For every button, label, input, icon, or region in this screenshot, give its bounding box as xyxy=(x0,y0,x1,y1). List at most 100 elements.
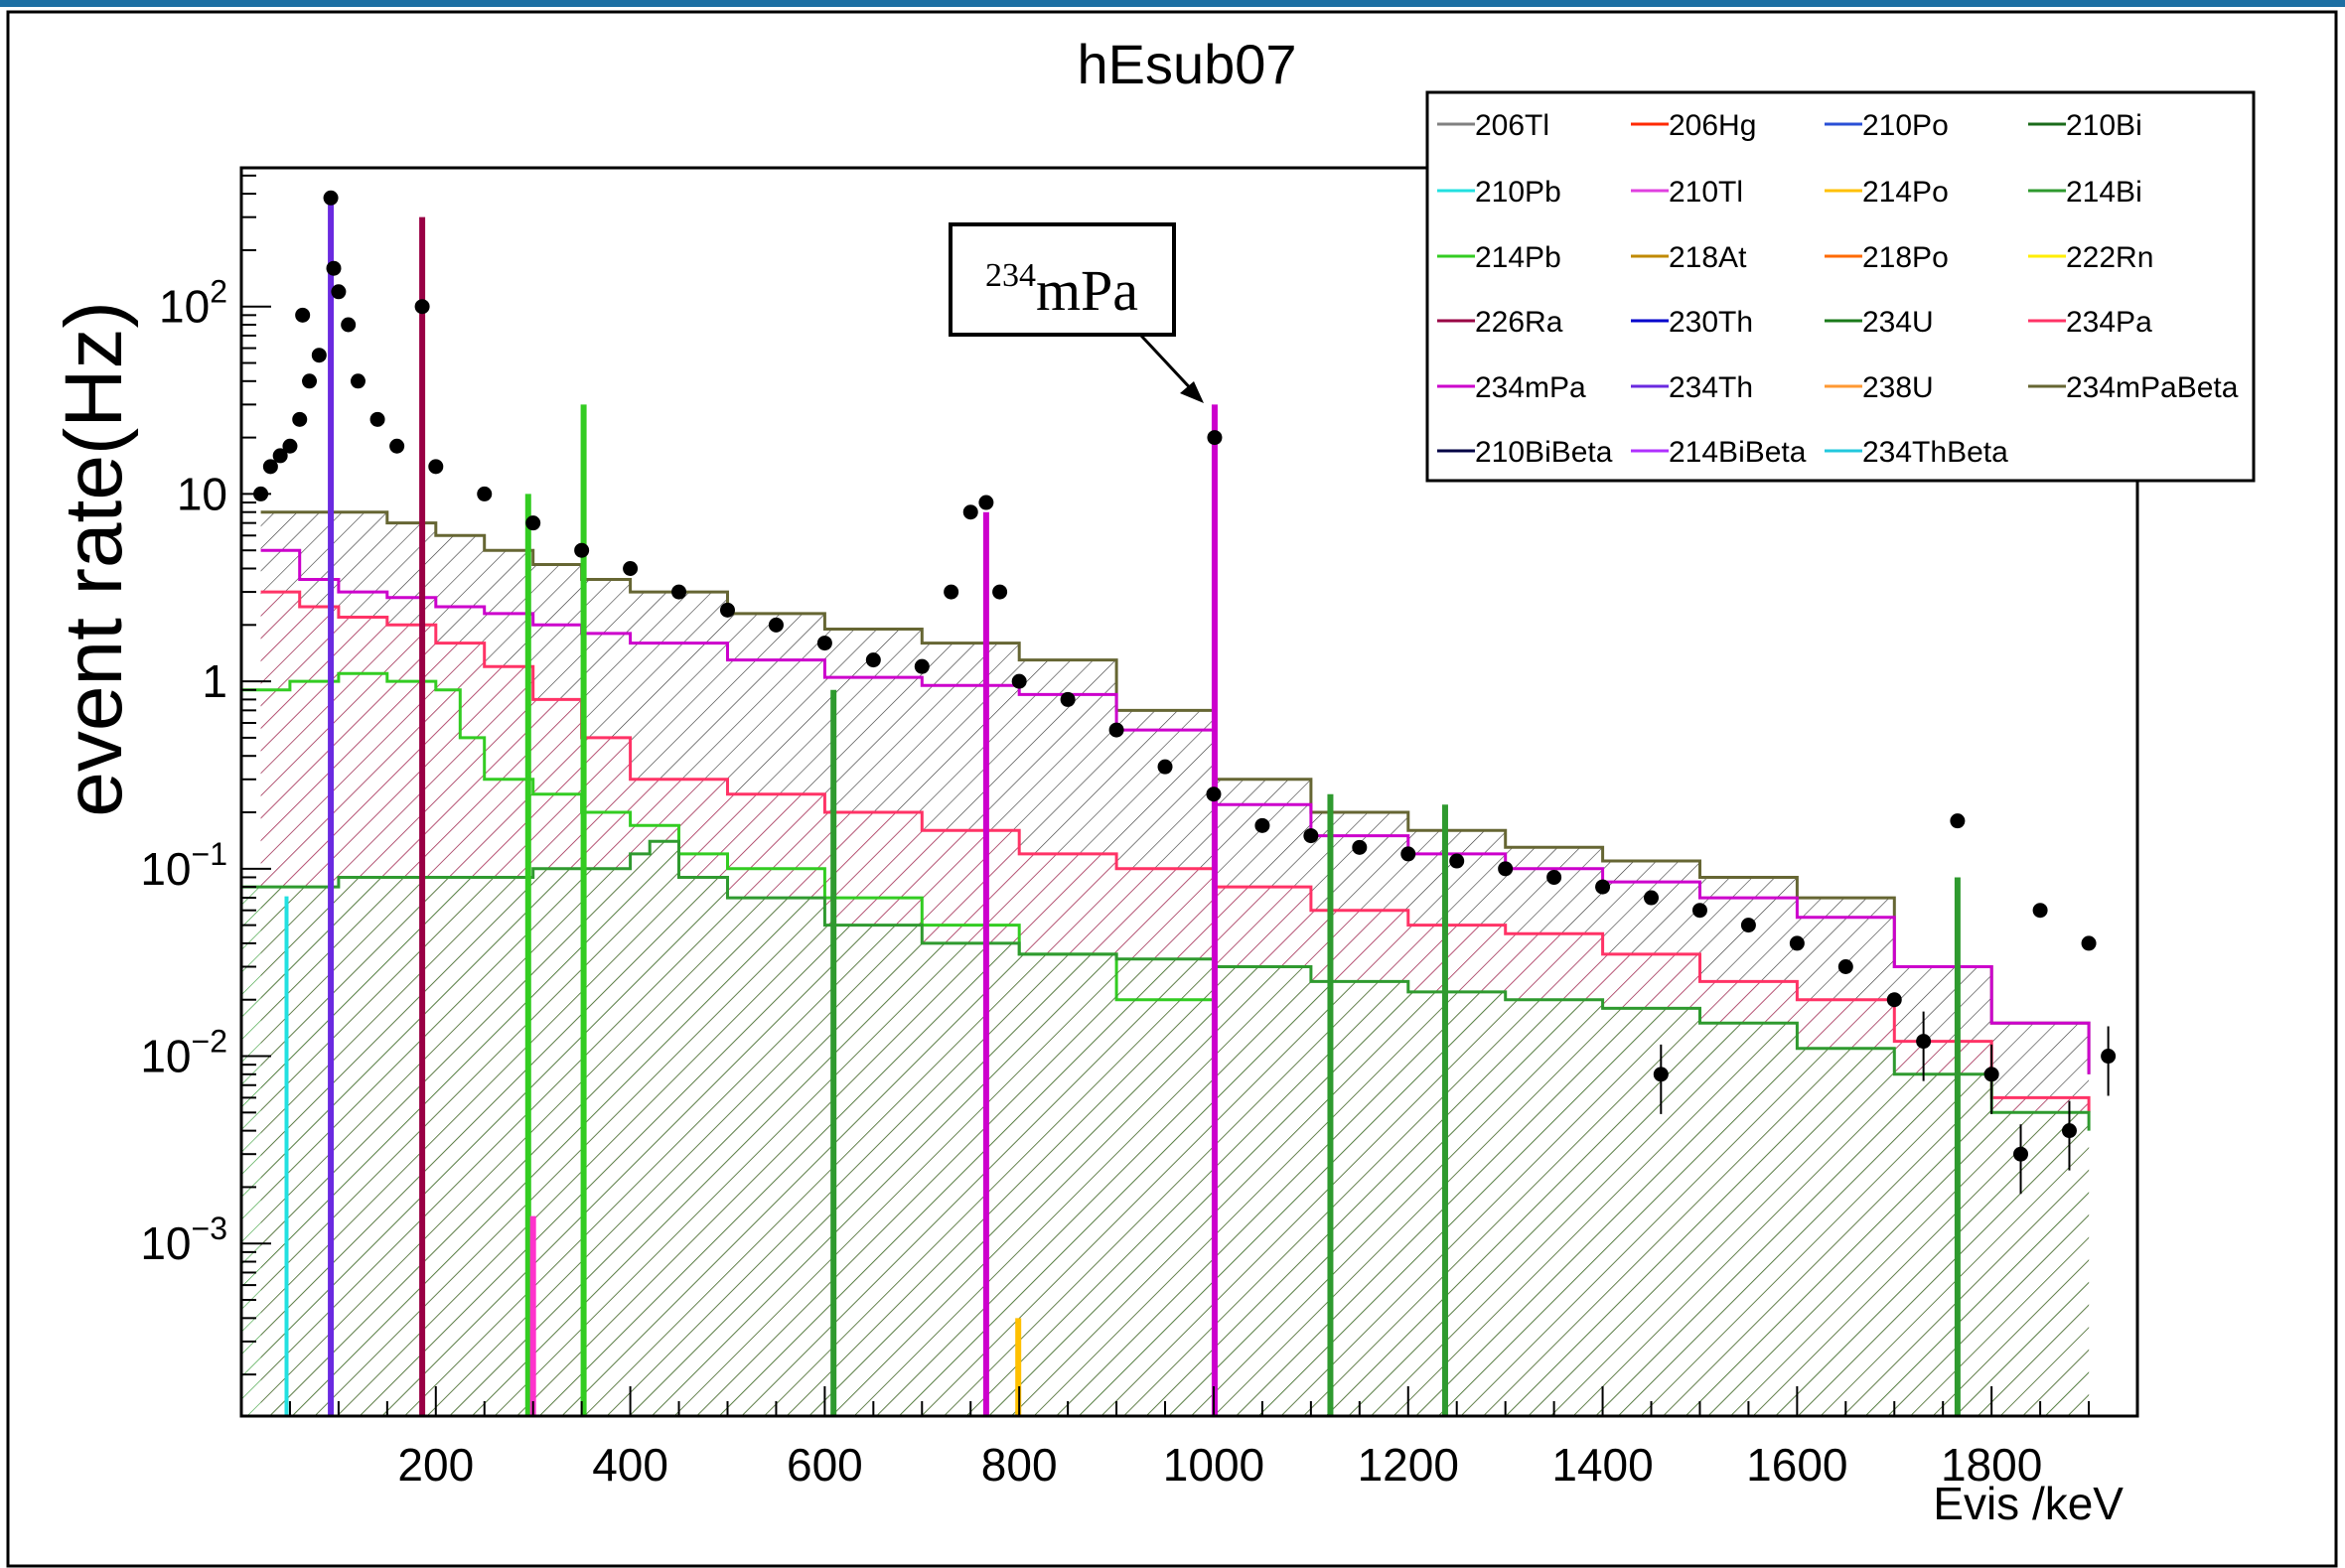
data-point xyxy=(1644,890,1660,906)
legend-label: 234Th xyxy=(1669,371,1753,404)
x-tick-label: 1800 xyxy=(1941,1439,2042,1491)
x-axis-label: Evis /keV xyxy=(1933,1478,2124,1529)
data-point xyxy=(1157,759,1173,775)
legend-label: 210BiBeta xyxy=(1475,436,1613,469)
canvas-border xyxy=(6,10,2338,1568)
series-line-234mpabeta xyxy=(260,510,2091,1074)
y-tick-label: 10 xyxy=(177,468,227,519)
data-point xyxy=(1983,1067,1999,1082)
data-point xyxy=(428,459,444,475)
data-point xyxy=(369,411,385,427)
legend-label: 226Ra xyxy=(1475,306,1563,339)
data-point xyxy=(2081,935,2097,951)
legend-label: 218Po xyxy=(1862,241,1949,274)
data-point xyxy=(326,260,342,276)
data-point xyxy=(1254,817,1270,833)
x-tick-label: 1600 xyxy=(1746,1439,1847,1491)
x-tick-label: 600 xyxy=(787,1439,863,1491)
legend-label: 214Bi xyxy=(2066,176,2142,209)
data-point xyxy=(525,515,541,531)
annotation-sup: 234 xyxy=(985,257,1036,294)
annotation-arrow-head xyxy=(1180,381,1204,403)
data-point xyxy=(623,561,639,577)
plot-area xyxy=(241,205,2091,1416)
data-point xyxy=(816,636,832,651)
chart-title: hEsub07 xyxy=(1077,33,1296,95)
legend-label: 210Pb xyxy=(1475,176,1561,209)
top-bar xyxy=(0,0,2345,7)
data-point xyxy=(1546,869,1562,885)
data-point xyxy=(262,459,278,475)
series-fill-214bi xyxy=(241,841,2090,1416)
data-point xyxy=(341,317,357,333)
data-point xyxy=(1303,828,1319,844)
legend-label: 230Th xyxy=(1669,306,1753,339)
legend-label: 238U xyxy=(1862,371,1934,404)
legend-label: 218At xyxy=(1669,241,1747,274)
data-point xyxy=(414,299,430,315)
data-point xyxy=(282,438,298,454)
data-point xyxy=(1352,839,1368,855)
data-point xyxy=(1789,935,1805,951)
legend-label: 206Hg xyxy=(1669,109,1756,142)
data-point xyxy=(914,658,930,674)
data-point xyxy=(1011,673,1027,689)
data-point xyxy=(302,373,318,389)
data-point xyxy=(2013,1146,2029,1162)
series-line-214bi xyxy=(241,839,2091,1131)
data-point xyxy=(992,584,1008,600)
x-tick-label: 200 xyxy=(397,1439,474,1491)
data-point xyxy=(1449,853,1465,869)
legend-box xyxy=(1425,90,2256,483)
x-tick-label: 800 xyxy=(981,1439,1058,1491)
data-point xyxy=(768,617,784,633)
data-point xyxy=(944,584,959,600)
data-point xyxy=(1060,691,1076,707)
legend-label: 214BiBeta xyxy=(1669,436,1807,469)
data-point xyxy=(574,542,590,558)
legend-label: 210Tl xyxy=(1669,176,1743,209)
data-point xyxy=(1740,918,1756,933)
annotation-text: 234mPa xyxy=(985,257,1138,323)
data-point xyxy=(1108,722,1124,738)
x-tick-label: 400 xyxy=(592,1439,668,1491)
legend-label: 214Po xyxy=(1862,176,1949,209)
data-point xyxy=(719,602,735,618)
y-axis-label: event rate(Hz) xyxy=(49,301,139,817)
legend-label: 234U xyxy=(1862,306,1934,339)
data-point xyxy=(311,348,327,363)
x-tick-label: 1000 xyxy=(1163,1439,1264,1491)
x-tick-label: 1400 xyxy=(1551,1439,1653,1491)
data-point xyxy=(1886,992,1902,1008)
data-point xyxy=(350,373,366,389)
data-point xyxy=(1206,786,1222,802)
data-point xyxy=(1837,958,1853,974)
data-point xyxy=(671,584,687,600)
data-point xyxy=(2032,903,2048,919)
legend: 206Tl 206Hg 210Po 210Bi 210Pb 210Tl 214Po 214Bi… xyxy=(1425,90,2256,483)
x-tick-label: 1200 xyxy=(1358,1439,1459,1491)
series-line-234pa xyxy=(260,590,2091,1113)
data-point xyxy=(295,307,311,323)
data-point xyxy=(978,495,994,510)
legend-label: 234mPa xyxy=(1475,371,1586,404)
y-tick-label: 1 xyxy=(202,655,227,707)
data-point xyxy=(865,652,881,668)
data-point xyxy=(1400,846,1416,862)
data-point xyxy=(1595,879,1611,895)
annotation-arrow-line xyxy=(1139,334,1199,397)
y-tick-label: 102 xyxy=(159,274,227,333)
y-tick-label: 10−3 xyxy=(140,1211,227,1269)
data-point xyxy=(1653,1067,1669,1082)
legend-label: 210Po xyxy=(1862,109,1949,142)
data-point xyxy=(331,284,347,300)
annotation-box xyxy=(949,222,1176,337)
legend-label: 214Pb xyxy=(1475,241,1561,274)
data-point xyxy=(389,438,405,454)
data-point xyxy=(292,411,308,427)
legend-label: 234mPaBeta xyxy=(2066,371,2239,404)
data-point xyxy=(2061,1123,2077,1139)
y-tick-label: 10−1 xyxy=(140,836,227,895)
plot-frame xyxy=(239,166,2139,1418)
